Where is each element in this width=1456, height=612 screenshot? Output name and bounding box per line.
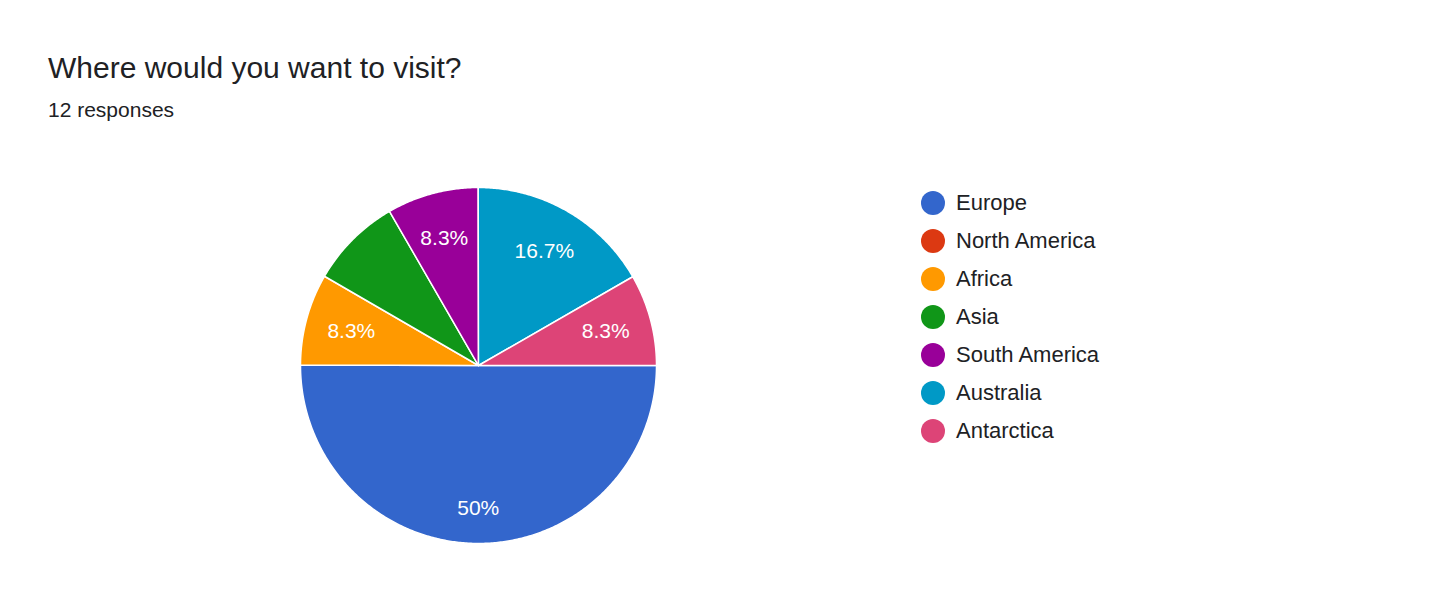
- html-text:12 responses: 12 responses: [48, 98, 175, 121]
- html-text:Where would you want to visit?: Where would you want to visit?: [48, 51, 462, 84]
- svg-text:16.7%: 16.7%: [515, 239, 575, 262]
- html-text:Africa: Africa: [956, 266, 1013, 291]
- html-text:Antarctica: Antarctica: [956, 418, 1054, 443]
- svg-text:8.3%: 8.3%: [420, 226, 468, 249]
- html-text:Asia: Asia: [956, 304, 999, 329]
- svg-text:8.3%: 8.3%: [327, 319, 375, 342]
- html-text:South America: South America: [956, 342, 1100, 367]
- html-text:Europe: Europe: [956, 190, 1027, 215]
- html-text:Australia: Australia: [956, 380, 1042, 405]
- html-text:North America: North America: [956, 228, 1096, 253]
- svg-text:50%: 50%: [457, 496, 499, 519]
- svg-text:8.3%: 8.3%: [582, 319, 630, 342]
